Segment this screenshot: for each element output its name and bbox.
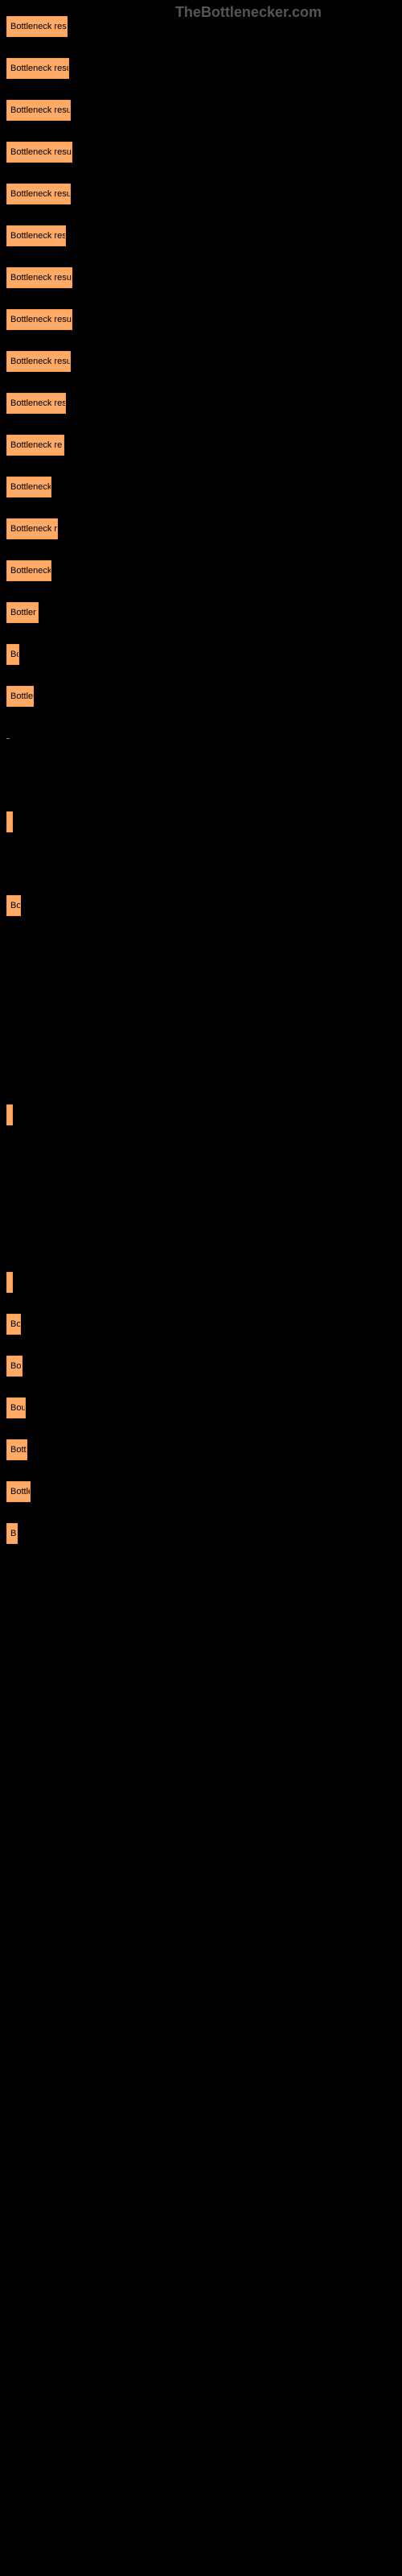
chart-bar: Bottler — [6, 602, 39, 623]
chart-bar: Bottleneck resu — [6, 184, 71, 204]
bar-row: Bottleneck — [6, 560, 402, 581]
bar-label: Bottler — [10, 608, 36, 617]
bar-row — [6, 1272, 402, 1293]
bar-row: Bottler — [6, 602, 402, 623]
chart-bar: B — [6, 1523, 18, 1544]
bar-label: Bo — [10, 901, 21, 910]
bar-row: Bott — [6, 1439, 402, 1460]
bar-label: Bo — [10, 650, 19, 659]
chart-bar: Bottleneck res — [6, 225, 66, 246]
bar-chart: Bottleneck resu Bottleneck resu Bottleneck… — [0, 0, 402, 1544]
bar-row: Bottleneck resul — [6, 267, 402, 288]
chart-bar: Bottleneck res — [6, 393, 66, 414]
chart-bar: Bottleneck resu — [6, 58, 69, 79]
bar-label: Bottleneck resu — [10, 22, 68, 31]
bar-row: Bottleneck res — [6, 393, 402, 414]
chart-bar — [6, 1272, 13, 1293]
bar-label: Bottleneck res — [10, 231, 66, 241]
chart-bar: Bott — [6, 1439, 27, 1460]
chart-bar: Bol — [6, 1356, 23, 1377]
chart-bar: Bottleneck re — [6, 435, 64, 456]
chart-bar: Bo — [6, 895, 21, 916]
bar-label: Bottleneck resu — [10, 189, 71, 199]
bar-label: B — [10, 1529, 16, 1538]
bar-label: Bottleneck resu — [10, 357, 71, 366]
bar-label: Bol — [10, 1361, 23, 1371]
bar-row — [6, 728, 402, 749]
bar-row — [6, 1063, 402, 1084]
bar-row: Bottleneck re — [6, 435, 402, 456]
bar-row: Bo — [6, 644, 402, 665]
bar-row — [6, 770, 402, 791]
bar-row — [6, 1021, 402, 1042]
bar-row: Bottleneck res — [6, 225, 402, 246]
bar-label: Bottleneck resu — [10, 64, 69, 73]
bar-label: Bottleneck — [10, 566, 51, 576]
bar-label: Bottle — [10, 691, 33, 701]
bar-row: Bottleneck resul — [6, 142, 402, 163]
chart-bar: Bottleneck — [6, 477, 51, 497]
bar-row: Bou — [6, 1397, 402, 1418]
bar-label: Bottleneck r — [10, 524, 57, 534]
bar-row: Bottle — [6, 686, 402, 707]
bar-row — [6, 979, 402, 1000]
chart-bar: Bottle — [6, 1481, 31, 1502]
chart-bar: Bottle — [6, 686, 34, 707]
chart-bar: Bottleneck resul — [6, 267, 72, 288]
chart-bar: Bou — [6, 1397, 26, 1418]
bar-label: Bott — [10, 1445, 27, 1455]
chart-bar: Bottleneck — [6, 560, 51, 581]
bar-label: Bou — [10, 1403, 26, 1413]
bar-row: Bo — [6, 1314, 402, 1335]
bar-label: Bottleneck resul — [10, 147, 72, 157]
bar-row: Bottleneck resu — [6, 58, 402, 79]
bar-label: Bottleneck resu — [10, 105, 71, 115]
bar-row: Bottleneck resu — [6, 184, 402, 204]
chart-bar — [6, 811, 13, 832]
watermark-text: TheBottlenecker.com — [175, 4, 322, 21]
bar-label: Bottleneck resul — [10, 315, 72, 324]
bar-row — [6, 853, 402, 874]
chart-bar — [6, 738, 10, 739]
bar-label: Bottleneck — [10, 482, 51, 492]
chart-bar: Bottleneck resu — [6, 16, 68, 37]
bar-row: B — [6, 1523, 402, 1544]
bar-row — [6, 1230, 402, 1251]
chart-bar: Bottleneck resul — [6, 142, 72, 163]
bar-label: Bottleneck res — [10, 398, 66, 408]
bar-row: Bottleneck r — [6, 518, 402, 539]
chart-bar: Bottleneck r — [6, 518, 58, 539]
bar-row — [6, 937, 402, 958]
bar-row — [6, 1188, 402, 1209]
chart-bar — [6, 1104, 13, 1125]
chart-bar: Bottleneck resu — [6, 100, 71, 121]
bar-row: Bo — [6, 895, 402, 916]
bar-label: Bo — [10, 1319, 21, 1329]
bar-row — [6, 811, 402, 832]
bar-row: Bottleneck resu — [6, 100, 402, 121]
bar-row: Bottleneck resu — [6, 351, 402, 372]
bar-row: Bottleneck resul — [6, 309, 402, 330]
bar-row — [6, 1146, 402, 1167]
chart-bar: Bo — [6, 644, 19, 665]
chart-bar: Bottleneck resu — [6, 351, 71, 372]
bar-row — [6, 1104, 402, 1125]
bar-label: Bottleneck resul — [10, 273, 72, 283]
chart-bar: Bo — [6, 1314, 21, 1335]
bar-row: Bottle — [6, 1481, 402, 1502]
bar-label: Bottle — [10, 1487, 31, 1496]
bar-label: Bottleneck re — [10, 440, 62, 450]
chart-bar: Bottleneck resul — [6, 309, 72, 330]
bar-row: Bottleneck — [6, 477, 402, 497]
bar-row: Bol — [6, 1356, 402, 1377]
